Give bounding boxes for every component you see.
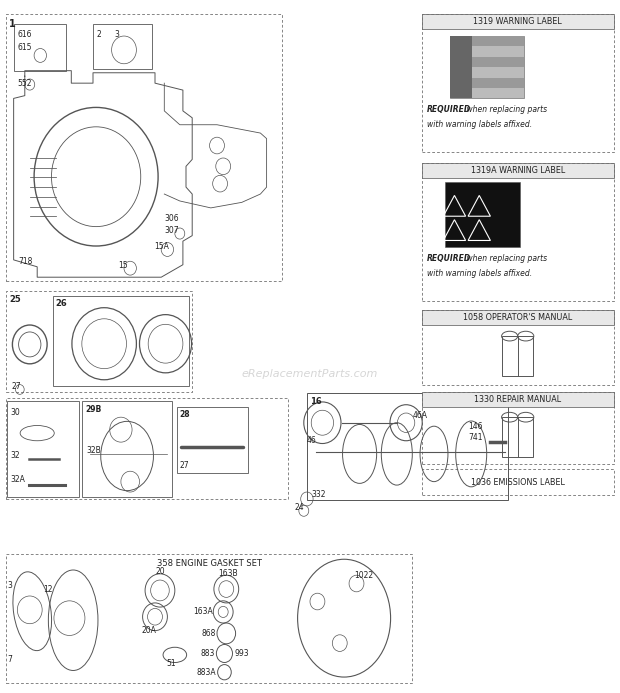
Bar [6, 398, 288, 499]
Text: 883A: 883A [196, 668, 216, 676]
Text: 27: 27 [180, 462, 190, 470]
Bar [450, 57, 472, 67]
Text: 27: 27 [11, 382, 21, 390]
Bar [422, 14, 614, 152]
Bar [93, 24, 152, 69]
Bar [422, 14, 614, 29]
Text: 616: 616 [17, 30, 32, 40]
Text: 15: 15 [118, 261, 128, 270]
Text: 3: 3 [115, 30, 120, 39]
Text: 26: 26 [55, 299, 67, 308]
Text: 32A: 32A [11, 475, 25, 484]
Bar [450, 36, 524, 98]
Bar [7, 401, 79, 497]
Text: 358 ENGINE GASKET SET: 358 ENGINE GASKET SET [157, 559, 262, 568]
Bar [422, 163, 614, 301]
Text: when replacing parts: when replacing parts [464, 254, 547, 263]
Text: 12: 12 [43, 585, 53, 593]
Bar [177, 407, 248, 473]
Text: 1319A WARNING LABEL: 1319A WARNING LABEL [471, 166, 565, 175]
Text: 3: 3 [7, 581, 12, 590]
Bar [6, 291, 192, 392]
Text: 32B: 32B [87, 446, 102, 455]
Text: 868: 868 [202, 629, 216, 638]
Text: 1: 1 [9, 19, 16, 29]
Text: 1319 WARNING LABEL: 1319 WARNING LABEL [473, 17, 562, 26]
Bar [472, 88, 524, 98]
Text: 20: 20 [155, 568, 165, 576]
Text: 163A: 163A [193, 608, 213, 616]
Text: REQUIRED: REQUIRED [427, 105, 471, 114]
Text: 741: 741 [468, 434, 482, 442]
Text: 146: 146 [468, 422, 482, 430]
Text: 16: 16 [310, 397, 322, 406]
Text: 20A: 20A [141, 626, 156, 635]
Bar [422, 310, 614, 325]
Text: 306: 306 [164, 214, 179, 222]
Text: 7: 7 [7, 656, 12, 664]
Text: 883: 883 [200, 649, 215, 658]
Bar [422, 310, 614, 385]
Bar [450, 78, 472, 88]
Bar [450, 46, 472, 57]
Bar [450, 88, 472, 98]
Bar [6, 554, 412, 683]
Bar [53, 296, 189, 386]
Text: 30: 30 [11, 408, 20, 417]
Text: 2: 2 [96, 30, 101, 39]
Text: 1058 OPERATOR'S MANUAL: 1058 OPERATOR'S MANUAL [463, 313, 572, 322]
Text: 46A: 46A [412, 412, 427, 420]
Text: 307: 307 [164, 226, 179, 234]
Text: 51: 51 [166, 660, 176, 668]
Text: 1330 REPAIR MANUAL: 1330 REPAIR MANUAL [474, 395, 561, 403]
Text: eReplacementParts.com: eReplacementParts.com [242, 369, 378, 379]
Bar [472, 46, 524, 57]
Text: 24: 24 [294, 503, 304, 511]
Text: with warning labels affixed.: with warning labels affixed. [427, 121, 532, 129]
Text: 1022: 1022 [355, 571, 374, 579]
Bar [422, 469, 614, 495]
Bar [422, 392, 614, 407]
Text: REQUIRED: REQUIRED [427, 254, 471, 263]
Text: 46: 46 [306, 436, 316, 444]
Text: 25: 25 [9, 295, 21, 304]
Bar [82, 401, 172, 497]
Bar [450, 36, 472, 46]
Text: 993: 993 [234, 649, 249, 658]
Bar [450, 67, 472, 78]
Text: 332: 332 [312, 491, 326, 499]
Bar [472, 78, 524, 88]
Text: 718: 718 [19, 258, 33, 266]
Bar [6, 14, 282, 281]
Bar [14, 24, 66, 71]
Text: 15A: 15A [154, 242, 169, 250]
Bar [472, 36, 524, 46]
Bar [502, 336, 533, 376]
Text: 32: 32 [11, 451, 20, 459]
Text: 1036 EMISSIONS LABEL: 1036 EMISSIONS LABEL [471, 478, 565, 486]
Text: 615: 615 [17, 43, 32, 52]
Text: 163B: 163B [218, 570, 238, 578]
Text: when replacing parts: when replacing parts [464, 105, 547, 114]
Text: 28: 28 [179, 410, 190, 419]
Bar [502, 417, 533, 457]
Bar [422, 163, 614, 178]
Bar [472, 57, 524, 67]
Bar [422, 392, 614, 464]
Bar [445, 182, 520, 247]
Text: 29B: 29B [85, 405, 101, 414]
Bar [307, 393, 508, 500]
Bar [472, 67, 524, 78]
Text: 552: 552 [17, 79, 32, 87]
Text: with warning labels affixed.: with warning labels affixed. [427, 270, 532, 278]
